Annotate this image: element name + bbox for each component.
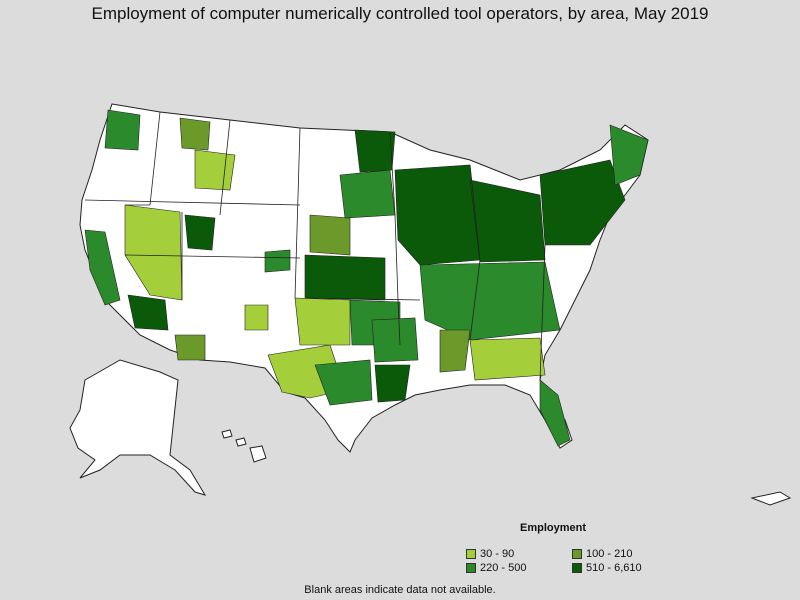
legend-swatch-1 — [466, 549, 476, 559]
legend-item-1: 30 - 90 — [466, 548, 514, 560]
legend-label-2: 100 - 210 — [586, 548, 633, 560]
legend-item-2: 100 - 210 — [572, 548, 632, 560]
map-title: Employment of computer numerically contr… — [91, 4, 709, 23]
area-shading — [84, 109, 649, 447]
legend-swatch-4 — [572, 563, 582, 573]
legend-swatch-2 — [572, 549, 582, 559]
state-borders — [84, 111, 546, 381]
map-legend: Employment 30 - 90 100 - 210 220 - 500 5… — [464, 520, 664, 580]
alaska — [69, 359, 207, 496]
puerto-rico — [750, 491, 792, 506]
legend-label-3: 220 - 500 — [480, 562, 527, 574]
legend-item-3: 220 - 500 — [466, 562, 526, 574]
legend-swatch-3 — [466, 563, 476, 573]
legend-item-4: 510 - 6,610 — [572, 562, 642, 574]
legend-label-1: 30 - 90 — [480, 548, 515, 560]
footnote: Blank areas indicate data not available. — [304, 584, 496, 596]
legend-label-4: 510 - 6,610 — [586, 562, 642, 574]
legend-title: Employment — [520, 522, 587, 534]
hawaii — [221, 429, 267, 463]
